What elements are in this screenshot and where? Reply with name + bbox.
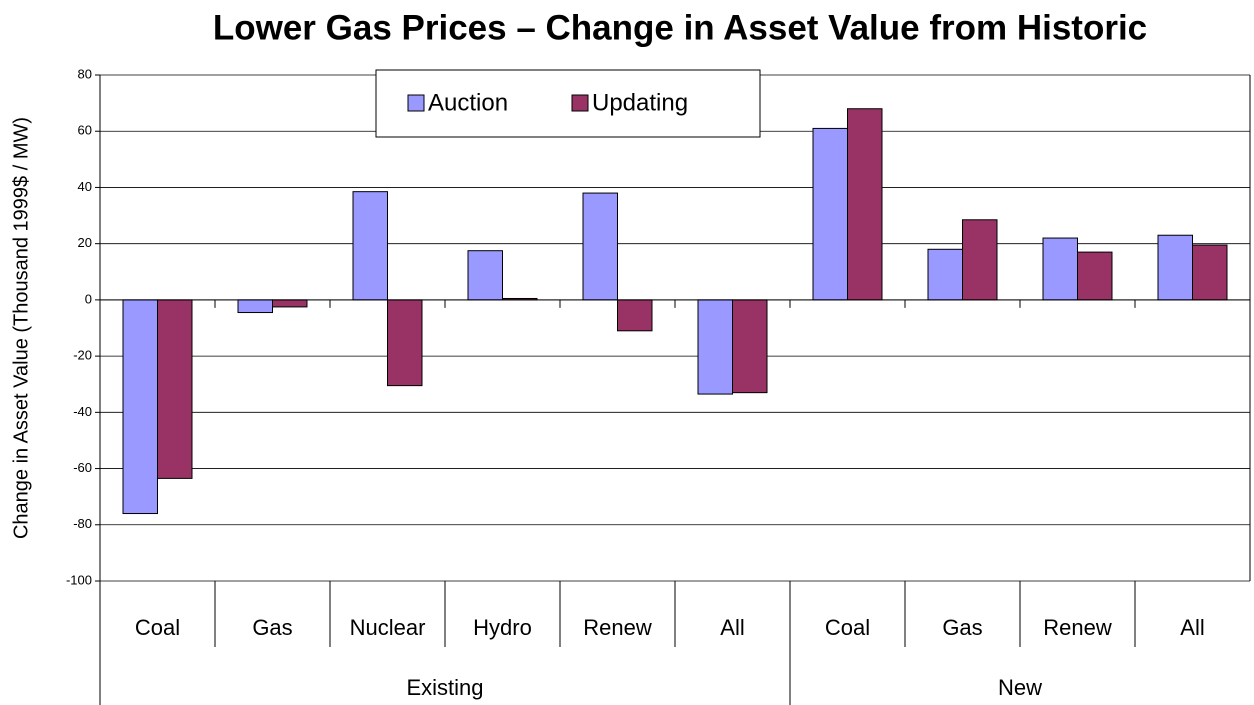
bar: [1042, 237, 1078, 301]
x-tick-label: Coal: [135, 615, 180, 640]
x-tick-label: Renew: [583, 615, 652, 640]
bar: [697, 299, 733, 395]
x-tick-label: Nuclear: [350, 615, 426, 640]
x-tick-label: All: [720, 615, 744, 640]
y-tick-label: 60: [78, 123, 92, 138]
y-tick-label: -60: [73, 460, 92, 475]
bar: [122, 299, 158, 515]
legend-swatch: [407, 94, 425, 112]
y-tick-label: -100: [66, 572, 92, 587]
bar: [467, 250, 503, 301]
bar: [1077, 251, 1113, 301]
bar: [272, 299, 308, 308]
bar: [962, 219, 998, 301]
x-tick-label: All: [1180, 615, 1204, 640]
legend-label: Auction: [428, 89, 508, 116]
y-tick-label: -40: [73, 404, 92, 419]
bar: [617, 299, 653, 332]
bar: [352, 191, 388, 301]
y-tick-label: 20: [78, 235, 92, 250]
y-axis-label: Change in Asset Value (Thousand 1999$ / …: [10, 117, 32, 539]
x-tick-label: Renew: [1043, 615, 1112, 640]
y-tick-label: 40: [78, 179, 92, 194]
bar: [927, 248, 963, 301]
group-label: Existing: [406, 675, 483, 700]
bar: [387, 299, 423, 387]
bar: [157, 299, 193, 479]
bar: [237, 299, 273, 314]
legend-box: [375, 69, 761, 138]
y-tick-label: 0: [85, 291, 92, 306]
bar: [1192, 244, 1228, 301]
legend-label: Updating: [592, 89, 688, 116]
legend-swatch: [571, 94, 589, 112]
x-tick-label: Coal: [825, 615, 870, 640]
bar: [582, 192, 618, 301]
x-tick-label: Gas: [252, 615, 292, 640]
bar: [732, 299, 768, 394]
y-tick-label: 80: [78, 66, 92, 81]
y-tick-label: -80: [73, 516, 92, 531]
x-tick-label: Hydro: [473, 615, 532, 640]
x-tick-label: Gas: [942, 615, 982, 640]
bar: [812, 127, 848, 301]
chart-title: Lower Gas Prices – Change in Asset Value…: [213, 8, 1147, 47]
y-tick-label: -20: [73, 348, 92, 363]
group-label: New: [998, 675, 1042, 700]
bar: [1157, 234, 1193, 301]
bar: [847, 108, 883, 301]
